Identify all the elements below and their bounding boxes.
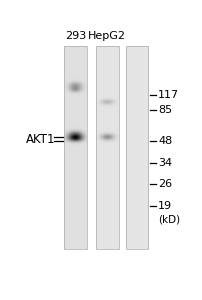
Bar: [64, 46, 87, 248]
Bar: [95, 46, 118, 248]
Text: 85: 85: [158, 105, 171, 115]
Text: 293: 293: [65, 31, 86, 40]
Text: 26: 26: [158, 179, 171, 189]
Text: 34: 34: [158, 158, 171, 168]
Text: AKT1: AKT1: [26, 133, 55, 146]
Bar: [125, 46, 148, 248]
Text: 19: 19: [158, 201, 171, 211]
Text: HepG2: HepG2: [88, 31, 126, 40]
Text: (kD): (kD): [158, 214, 180, 225]
Text: 117: 117: [158, 90, 179, 100]
Text: 48: 48: [158, 136, 172, 146]
